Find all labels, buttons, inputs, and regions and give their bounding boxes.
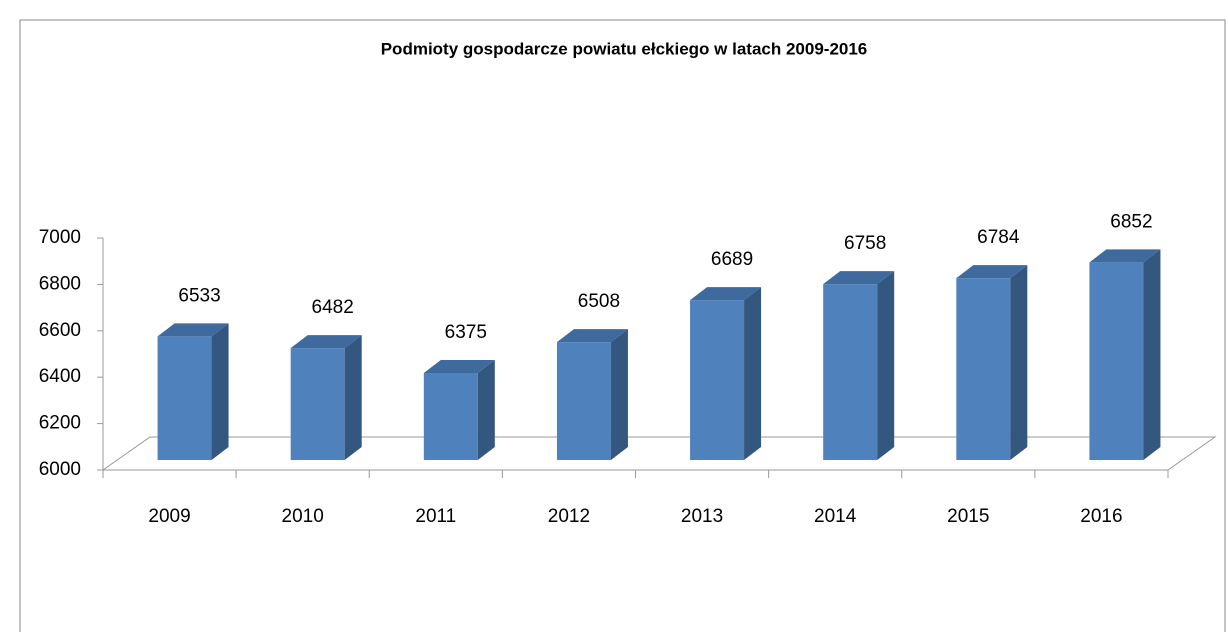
chart-title: Podmioty gospodarcze powiatu ełckiego w … (381, 39, 868, 58)
x-tick-label: 2016 (1080, 506, 1122, 527)
x-tick-label: 2013 (681, 506, 723, 527)
value-label: 6375 (445, 322, 487, 343)
x-tick-label: 2014 (814, 506, 857, 527)
value-label: 6852 (1110, 211, 1152, 232)
bar-side (1010, 265, 1028, 460)
y-tick-label: 7000 (39, 227, 81, 248)
bar-top (1089, 249, 1161, 263)
y-tick-label: 6000 (39, 459, 81, 480)
x-tick-label: 2012 (548, 506, 590, 527)
value-label: 6784 (977, 227, 1020, 248)
bar-side (477, 360, 495, 460)
bar-top (290, 335, 362, 349)
bar (956, 265, 1028, 460)
bar-front (290, 348, 345, 460)
bar-front (823, 284, 878, 460)
bar-top (956, 265, 1028, 279)
x-tick-label: 2009 (148, 506, 190, 527)
bar-side (877, 271, 895, 460)
bar-front (690, 300, 745, 460)
x-tick-label: 2011 (415, 506, 456, 527)
y-tick-label: 6400 (39, 366, 81, 387)
bar (556, 329, 628, 460)
bar (823, 271, 895, 460)
bar-top (556, 329, 628, 343)
bar-side (344, 335, 362, 460)
bar (423, 360, 495, 460)
bar-side (744, 287, 762, 460)
bar-side (610, 329, 628, 460)
y-tick-label: 6800 (39, 273, 81, 294)
bar-front (157, 336, 212, 460)
bar-front (556, 342, 611, 460)
value-label: 6689 (711, 249, 753, 270)
value-label: 6482 (312, 297, 354, 318)
bar-top (157, 323, 229, 337)
bar-side (211, 323, 229, 460)
bar-top (690, 287, 762, 301)
value-label: 6508 (578, 291, 620, 312)
bar-front (1089, 262, 1144, 460)
x-tick-label: 2015 (947, 506, 989, 527)
bar-top (823, 271, 895, 285)
bar-top (423, 360, 495, 373)
floor (101, 436, 1217, 471)
bar-front (423, 373, 478, 460)
bar (1089, 249, 1161, 460)
bar (690, 287, 762, 460)
bar-side (1143, 249, 1161, 460)
value-label: 6758 (844, 233, 886, 254)
y-tick-label: 6200 (39, 413, 81, 434)
value-label: 6533 (178, 285, 220, 306)
bar (290, 335, 362, 460)
x-tick-label: 2010 (282, 506, 324, 527)
y-tick-label: 6600 (39, 320, 81, 341)
bar (157, 323, 229, 460)
bar-front (956, 278, 1011, 460)
